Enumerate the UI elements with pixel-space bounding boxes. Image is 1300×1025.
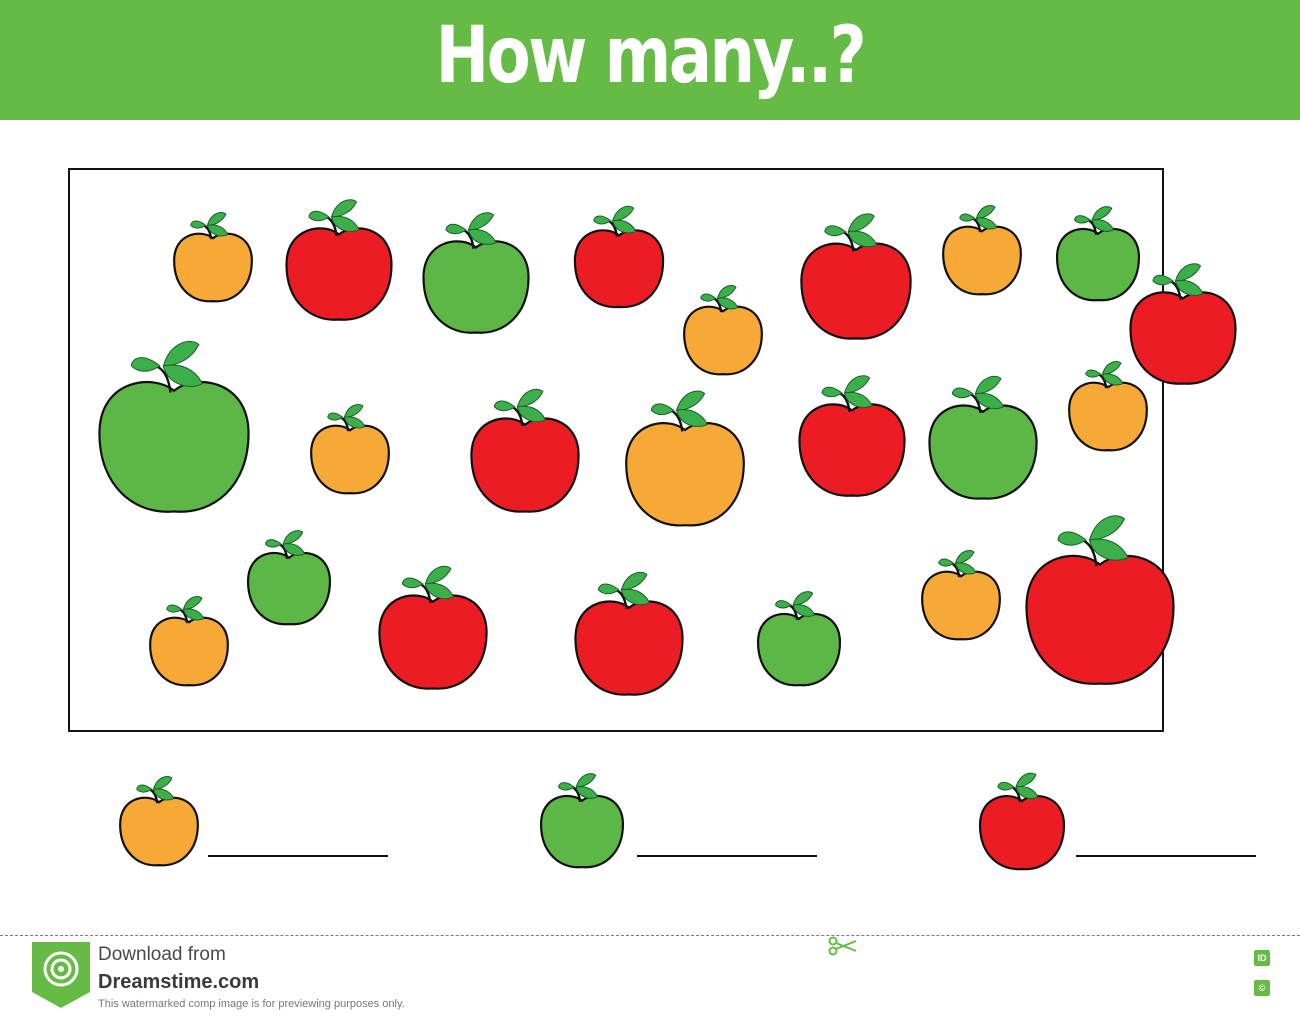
orange-apple-icon-1 bbox=[173, 212, 253, 303]
orange-apple-icon-7 bbox=[942, 205, 1022, 296]
scissors-icon bbox=[828, 936, 857, 956]
id-badge[interactable]: ID bbox=[1254, 950, 1270, 966]
red-apple-icon-12 bbox=[470, 388, 580, 513]
watermark-notice: This watermarked comp image is for previ… bbox=[98, 998, 405, 1010]
orange-apple-icon-11 bbox=[310, 404, 390, 495]
answer-orange-apple-icon bbox=[119, 776, 199, 867]
footer-divider bbox=[0, 935, 1300, 936]
red-apple-icon-6 bbox=[800, 213, 912, 340]
green-apple-icon-3 bbox=[422, 212, 530, 334]
red-apple-icon-14 bbox=[798, 375, 906, 497]
orange-apple-icon-16 bbox=[1068, 361, 1148, 452]
answer-red-apple-icon bbox=[978, 772, 1066, 871]
answer-line-green[interactable] bbox=[637, 855, 817, 857]
answer-line-orange[interactable] bbox=[208, 855, 388, 857]
watermark-download-text: Download from bbox=[98, 944, 226, 965]
copyright-badge[interactable]: © bbox=[1254, 980, 1270, 996]
watermark-site-name[interactable]: Dreamstime.com bbox=[98, 971, 260, 993]
green-apple-icon-18 bbox=[246, 530, 332, 626]
spiral-logo-icon bbox=[32, 942, 90, 1008]
orange-apple-icon-22 bbox=[921, 550, 1001, 641]
orange-apple-icon-5 bbox=[683, 285, 763, 376]
green-apple-icon-15 bbox=[928, 375, 1038, 500]
green-apple-icon-10 bbox=[98, 340, 250, 513]
page-title: How many..? bbox=[435, 11, 867, 101]
orange-apple-icon-13 bbox=[625, 390, 745, 527]
green-apple-icon-8 bbox=[1055, 206, 1141, 302]
apples-canvas bbox=[98, 199, 1237, 871]
red-apple-icon-4 bbox=[573, 205, 665, 309]
watermark-footer: Download from Dreamstime.com This waterm… bbox=[0, 936, 1300, 1025]
header-banner: How many..? bbox=[0, 0, 1300, 120]
answer-line-red[interactable] bbox=[1076, 855, 1256, 857]
red-apple-icon-2 bbox=[285, 199, 393, 321]
orange-apple-icon-17 bbox=[149, 596, 229, 687]
red-apple-icon-23 bbox=[1025, 515, 1175, 685]
counting-area bbox=[68, 168, 1164, 732]
answer-green-apple-icon bbox=[539, 773, 625, 869]
green-apple-icon-21 bbox=[756, 591, 842, 687]
red-apple-icon-19 bbox=[378, 565, 488, 690]
red-apple-icon-9 bbox=[1129, 263, 1237, 385]
red-apple-icon-20 bbox=[574, 571, 684, 696]
